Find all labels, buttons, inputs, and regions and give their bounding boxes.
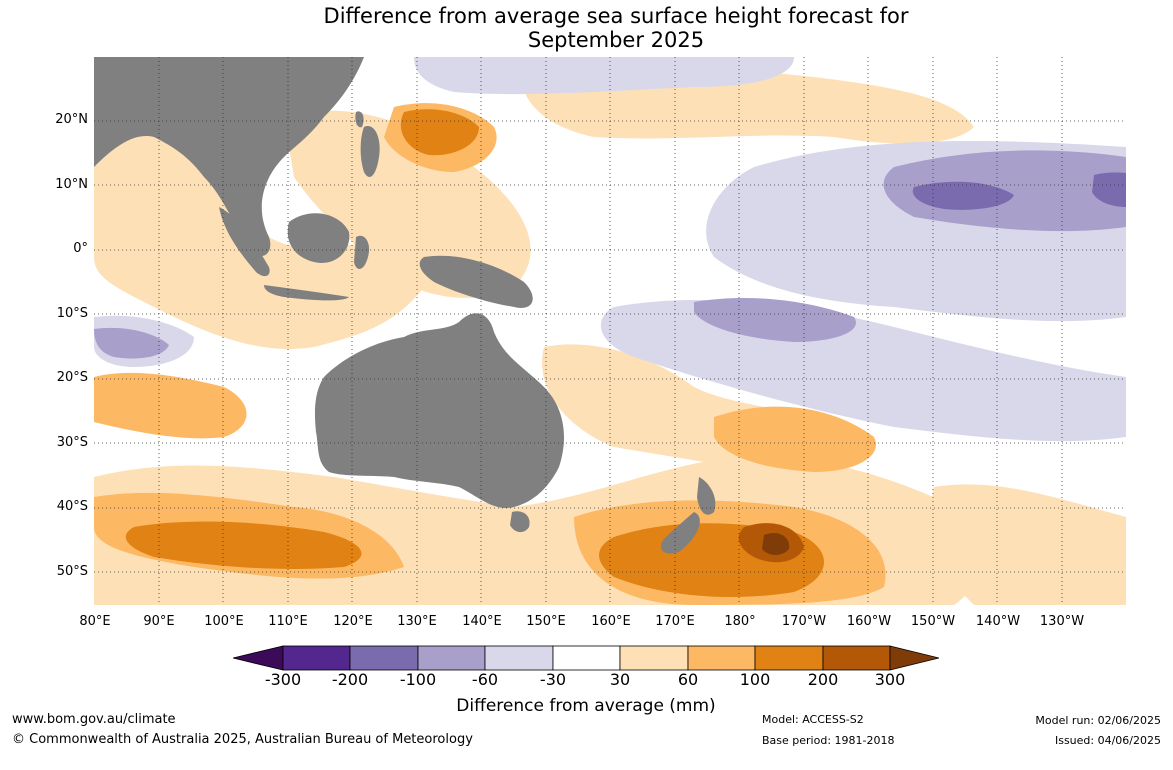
sea-surface-height-map <box>94 57 1126 605</box>
lon-label-160e: 160°E <box>591 614 631 629</box>
lon-label-140w: 140°W <box>975 614 1021 629</box>
lon-label-150w: 150°W <box>910 614 956 629</box>
colorbar-tick-200: 200 <box>807 670 839 689</box>
lat-label-0: 0° <box>73 241 88 256</box>
colorbar-segment-200-300 <box>822 645 891 671</box>
colorbar-tick-minus-300: -300 <box>264 670 302 689</box>
lat-label-20n: 20°N <box>55 112 88 127</box>
land-asia-mainland <box>94 57 364 257</box>
anomaly-negative-60-100-b <box>694 297 856 342</box>
footer-base-period: Base period: 1981-2018 <box>762 734 895 747</box>
colorbar-tick-300: 300 <box>874 670 906 689</box>
land-sumatra <box>219 207 270 277</box>
land-tasmania <box>510 511 530 533</box>
colorbar-segment-100-200 <box>754 645 824 671</box>
lon-label-90e: 90°E <box>143 614 175 629</box>
lat-label-50s: 50°S <box>56 564 88 579</box>
lat-label-30s: 30°S <box>56 435 88 450</box>
anomaly-positive-100-200-a <box>125 521 362 569</box>
map-title: Difference from average sea surface heig… <box>0 4 1173 52</box>
colorbar-tick-60: 60 <box>677 670 699 689</box>
lon-label-150e: 150°E <box>526 614 566 629</box>
anomaly-negative-30-60-north <box>414 57 794 95</box>
anomaly-shading <box>94 57 1126 605</box>
title-line-2: September 2025 <box>527 28 705 52</box>
lon-label-120e: 120°E <box>333 614 373 629</box>
colorbar-title: Difference from average (mm) <box>456 696 716 716</box>
land-java <box>264 285 349 301</box>
lon-label-100e: 100°E <box>204 614 244 629</box>
colorbar-segment-below-300 <box>232 645 284 671</box>
anomaly-positive-30-60-pacific-warm-pool <box>284 110 531 298</box>
anomaly-negative-60-100-c <box>94 327 169 359</box>
land-indochina <box>204 156 251 211</box>
colorbar-tick-100: 100 <box>739 670 771 689</box>
lon-label-80e: 80°E <box>79 614 111 629</box>
anomaly-positive-60-100-e <box>714 406 876 472</box>
colorbar-svg <box>232 645 940 671</box>
lon-label-170e: 170°E <box>655 614 695 629</box>
colorbar-segment-30-30 <box>552 645 621 671</box>
colorbar <box>232 645 940 671</box>
colorbar-segment-60-30 <box>484 645 554 671</box>
lon-label-130e: 130°E <box>397 614 437 629</box>
colorbar-tick-minus-30: -30 <box>539 670 567 689</box>
land-new-zealand-north <box>697 477 716 515</box>
colorbar-tick-minus-60: -60 <box>471 670 499 689</box>
lon-label-160w: 160°W <box>846 614 892 629</box>
footer-copyright: © Commonwealth of Australia 2025, Austra… <box>12 732 473 747</box>
colorbar-tick-minus-200: -200 <box>331 670 369 689</box>
title-line-1: Difference from average sea surface heig… <box>323 4 909 28</box>
gridlines <box>94 57 1126 605</box>
anomaly-positive-over-300 <box>762 532 790 555</box>
anomaly-negative-30-60-south <box>600 299 1126 442</box>
land-australia <box>314 313 564 508</box>
lat-label-10n: 10°N <box>55 177 88 192</box>
map-svg <box>94 57 1126 605</box>
lon-label-140e: 140°E <box>462 614 502 629</box>
land-masses <box>94 57 716 554</box>
land-new-guinea <box>419 255 533 308</box>
anomaly-negative-100-200-east <box>1092 172 1126 207</box>
footer-url[interactable]: www.bom.gov.au/climate <box>12 712 176 727</box>
footer-model: Model: ACCESS-S2 <box>762 713 864 726</box>
colorbar-segment-300-200 <box>282 645 351 671</box>
lon-label-130w: 130°W <box>1039 614 1085 629</box>
anomaly-negative-100-200 <box>912 181 1014 210</box>
land-borneo <box>287 213 350 263</box>
lat-label-20s: 20°S <box>56 370 88 385</box>
footer-model-run: Model run: 02/06/2025 <box>1035 714 1161 727</box>
anomaly-positive-30-60-east <box>931 484 1126 605</box>
colorbar-segment-100-60 <box>417 645 486 671</box>
land-taiwan <box>355 111 364 128</box>
anomaly-positive-100-200-c <box>400 109 479 156</box>
land-philippines <box>360 126 380 177</box>
colorbar-tick-minus-100: -100 <box>399 670 437 689</box>
land-sulawesi <box>354 235 370 269</box>
lat-label-10s: 10°S <box>56 306 88 321</box>
lon-label-180: 180° <box>724 614 756 629</box>
colorbar-segment-30-60 <box>619 645 689 671</box>
colorbar-segment-60-100 <box>687 645 756 671</box>
colorbar-tick-30: 30 <box>609 670 631 689</box>
land-new-zealand-south <box>660 512 700 554</box>
anomaly-positive-60-100-c <box>94 372 247 439</box>
lon-label-170w: 170°W <box>781 614 827 629</box>
colorbar-segment-above-300 <box>889 645 940 671</box>
colorbar-segment-200-100 <box>349 645 419 671</box>
footer-issued: Issued: 04/06/2025 <box>1054 734 1161 747</box>
lon-label-110e: 110°E <box>268 614 308 629</box>
lat-label-40s: 40°S <box>56 499 88 514</box>
